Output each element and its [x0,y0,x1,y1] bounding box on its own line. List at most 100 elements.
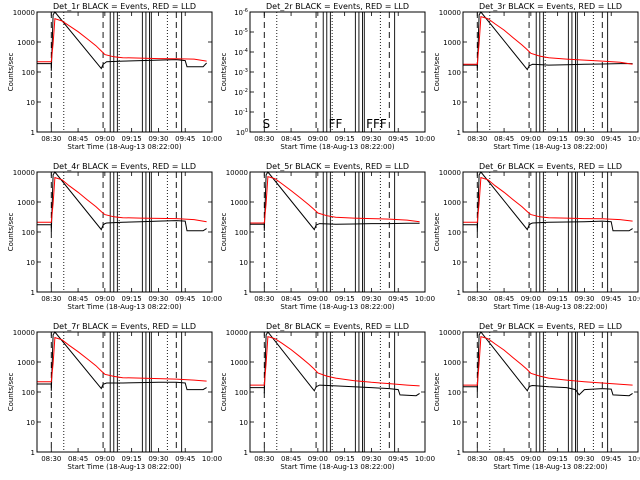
y-axis-label: Counts/sec [433,53,441,92]
y-tick-label: 1000 [17,39,35,47]
y-axis-label: Counts/sec [7,373,15,412]
x-axis-label: Start Time (18-Aug-13 08:22:00) [67,143,181,151]
x-tick-label: 08:45 [281,455,301,463]
x-tick-label: 09:00 [95,135,115,143]
x-tick-label: 09:15 [335,455,355,463]
y-tick-label: 1000 [17,359,35,367]
y-tick-label: 1000 [230,199,248,207]
panel-title: Det_9r BLACK = Events, RED = LLD [479,322,622,331]
x-tick-label: 09:45 [175,135,195,143]
x-tick-label: 09:15 [122,455,142,463]
y-tick-label: 1000 [230,359,248,367]
y-axis-label: Counts/sec [220,213,228,252]
y-tick-label: 10-2 [234,88,248,97]
x-tick-label: 10:00 [628,135,640,143]
x-tick-label: 09:30 [574,455,594,463]
x-tick-label: 09:45 [175,295,195,303]
y-tick-label: 100 [235,229,248,237]
panel-5: Det_5r BLACK = Events, RED = LLD 1 10 100 10… [220,162,435,311]
x-tick-label: 09:30 [361,135,381,143]
y-axis-label: Counts/sec [7,53,15,92]
y-tick-label: 100 [22,389,35,397]
x-tick-label: 09:30 [148,135,168,143]
series-lld [463,15,633,65]
series-events [250,331,420,397]
x-tick-label: 10:00 [202,295,222,303]
x-axis-label: Start Time (18-Aug-13 08:22:00) [280,143,394,151]
flag-label: FFF [366,117,387,131]
plot-frame [36,331,213,453]
y-tick-label: 10-5 [234,28,248,37]
x-tick-label: 09:30 [574,295,594,303]
x-tick-label: 09:45 [388,295,408,303]
x-tick-label: 09:15 [548,455,568,463]
panel-4: Det_4r BLACK = Events, RED = LLD 1 10 100 10… [7,162,222,311]
y-tick-label: 10-4 [234,48,248,57]
y-tick-label: 10-6 [234,8,248,17]
x-tick-label: 09:45 [388,135,408,143]
x-tick-label: 10:00 [415,295,435,303]
x-axis-label: Start Time (18-Aug-13 08:22:00) [493,463,607,471]
panel-7: Det_7r BLACK = Events, RED = LLD 1 10 100 10… [7,322,222,471]
series-lld [463,176,633,223]
plot-frame [36,11,213,133]
panel-6: Det_6r BLACK = Events, RED = LLD 1 10 100 10… [433,162,640,311]
panel-8: Det_8r BLACK = Events, RED = LLD 1 10 100 10… [220,322,435,471]
plot-frame [249,11,426,133]
y-axis-label: Counts/sec [7,213,15,252]
x-axis-label: Start Time (18-Aug-13 08:22:00) [67,303,181,311]
y-axis-label: Counts/sec [220,53,228,92]
x-tick-label: 08:45 [494,295,514,303]
x-tick-label: 08:45 [281,135,301,143]
x-tick-label: 09:00 [308,455,328,463]
x-tick-label: 10:00 [415,135,435,143]
y-tick-label: 10000 [439,329,461,337]
x-tick-label: 08:30 [41,455,61,463]
x-tick-label: 09:15 [335,135,355,143]
series-events [37,171,207,233]
x-tick-label: 08:30 [467,455,487,463]
x-tick-label: 09:00 [521,295,541,303]
panel-title: Det_2r BLACK = Events, RED = LLD [266,2,409,11]
x-tick-label: 09:45 [601,135,621,143]
x-tick-label: 10:00 [415,455,435,463]
y-tick-label: 1000 [17,199,35,207]
y-tick-label: 10000 [13,169,35,177]
panel-title: Det_1r BLACK = Events, RED = LLD [53,2,196,11]
flag-label: S [263,117,271,131]
x-tick-label: 09:45 [601,295,621,303]
x-tick-label: 08:45 [68,135,88,143]
x-tick-label: 08:45 [68,295,88,303]
y-tick-label: 10 [239,419,248,427]
y-tick-label: 100 [236,128,248,137]
x-tick-label: 09:30 [148,295,168,303]
series-events [463,331,633,397]
panel-title: Det_7r BLACK = Events, RED = LLD [53,322,196,331]
x-tick-label: 09:15 [335,295,355,303]
x-axis-label: Start Time (18-Aug-13 08:22:00) [493,303,607,311]
x-tick-label: 08:45 [494,135,514,143]
y-tick-label: 10000 [439,9,461,17]
plot-frame [462,11,639,133]
panel-title: Det_4r BLACK = Events, RED = LLD [53,162,196,171]
series-events [250,171,420,231]
panel-title: Det_5r BLACK = Events, RED = LLD [266,162,409,171]
x-tick-label: 09:00 [521,135,541,143]
y-tick-label: 10-1 [234,108,248,117]
x-tick-label: 08:30 [41,135,61,143]
y-tick-label: 10000 [13,9,35,17]
y-tick-label: 1 [31,129,35,137]
y-tick-label: 10 [26,259,35,267]
x-tick-label: 09:45 [175,455,195,463]
y-tick-label: 10-3 [234,68,248,77]
y-tick-label: 10 [26,419,35,427]
y-tick-label: 10 [452,419,461,427]
series-lld [37,18,207,63]
y-tick-label: 1000 [443,359,461,367]
x-tick-label: 08:45 [68,455,88,463]
y-tick-label: 1 [244,289,248,297]
x-tick-label: 09:30 [148,455,168,463]
panel-title: Det_8r BLACK = Events, RED = LLD [266,322,409,331]
